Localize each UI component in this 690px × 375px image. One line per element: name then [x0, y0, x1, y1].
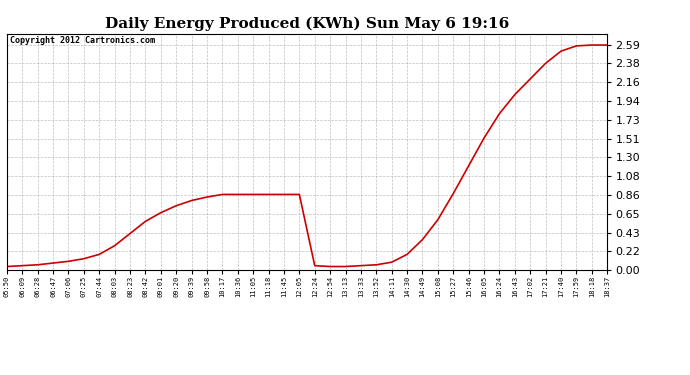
Title: Daily Energy Produced (KWh) Sun May 6 19:16: Daily Energy Produced (KWh) Sun May 6 19…	[105, 17, 509, 31]
Text: Copyright 2012 Cartronics.com: Copyright 2012 Cartronics.com	[10, 36, 155, 45]
